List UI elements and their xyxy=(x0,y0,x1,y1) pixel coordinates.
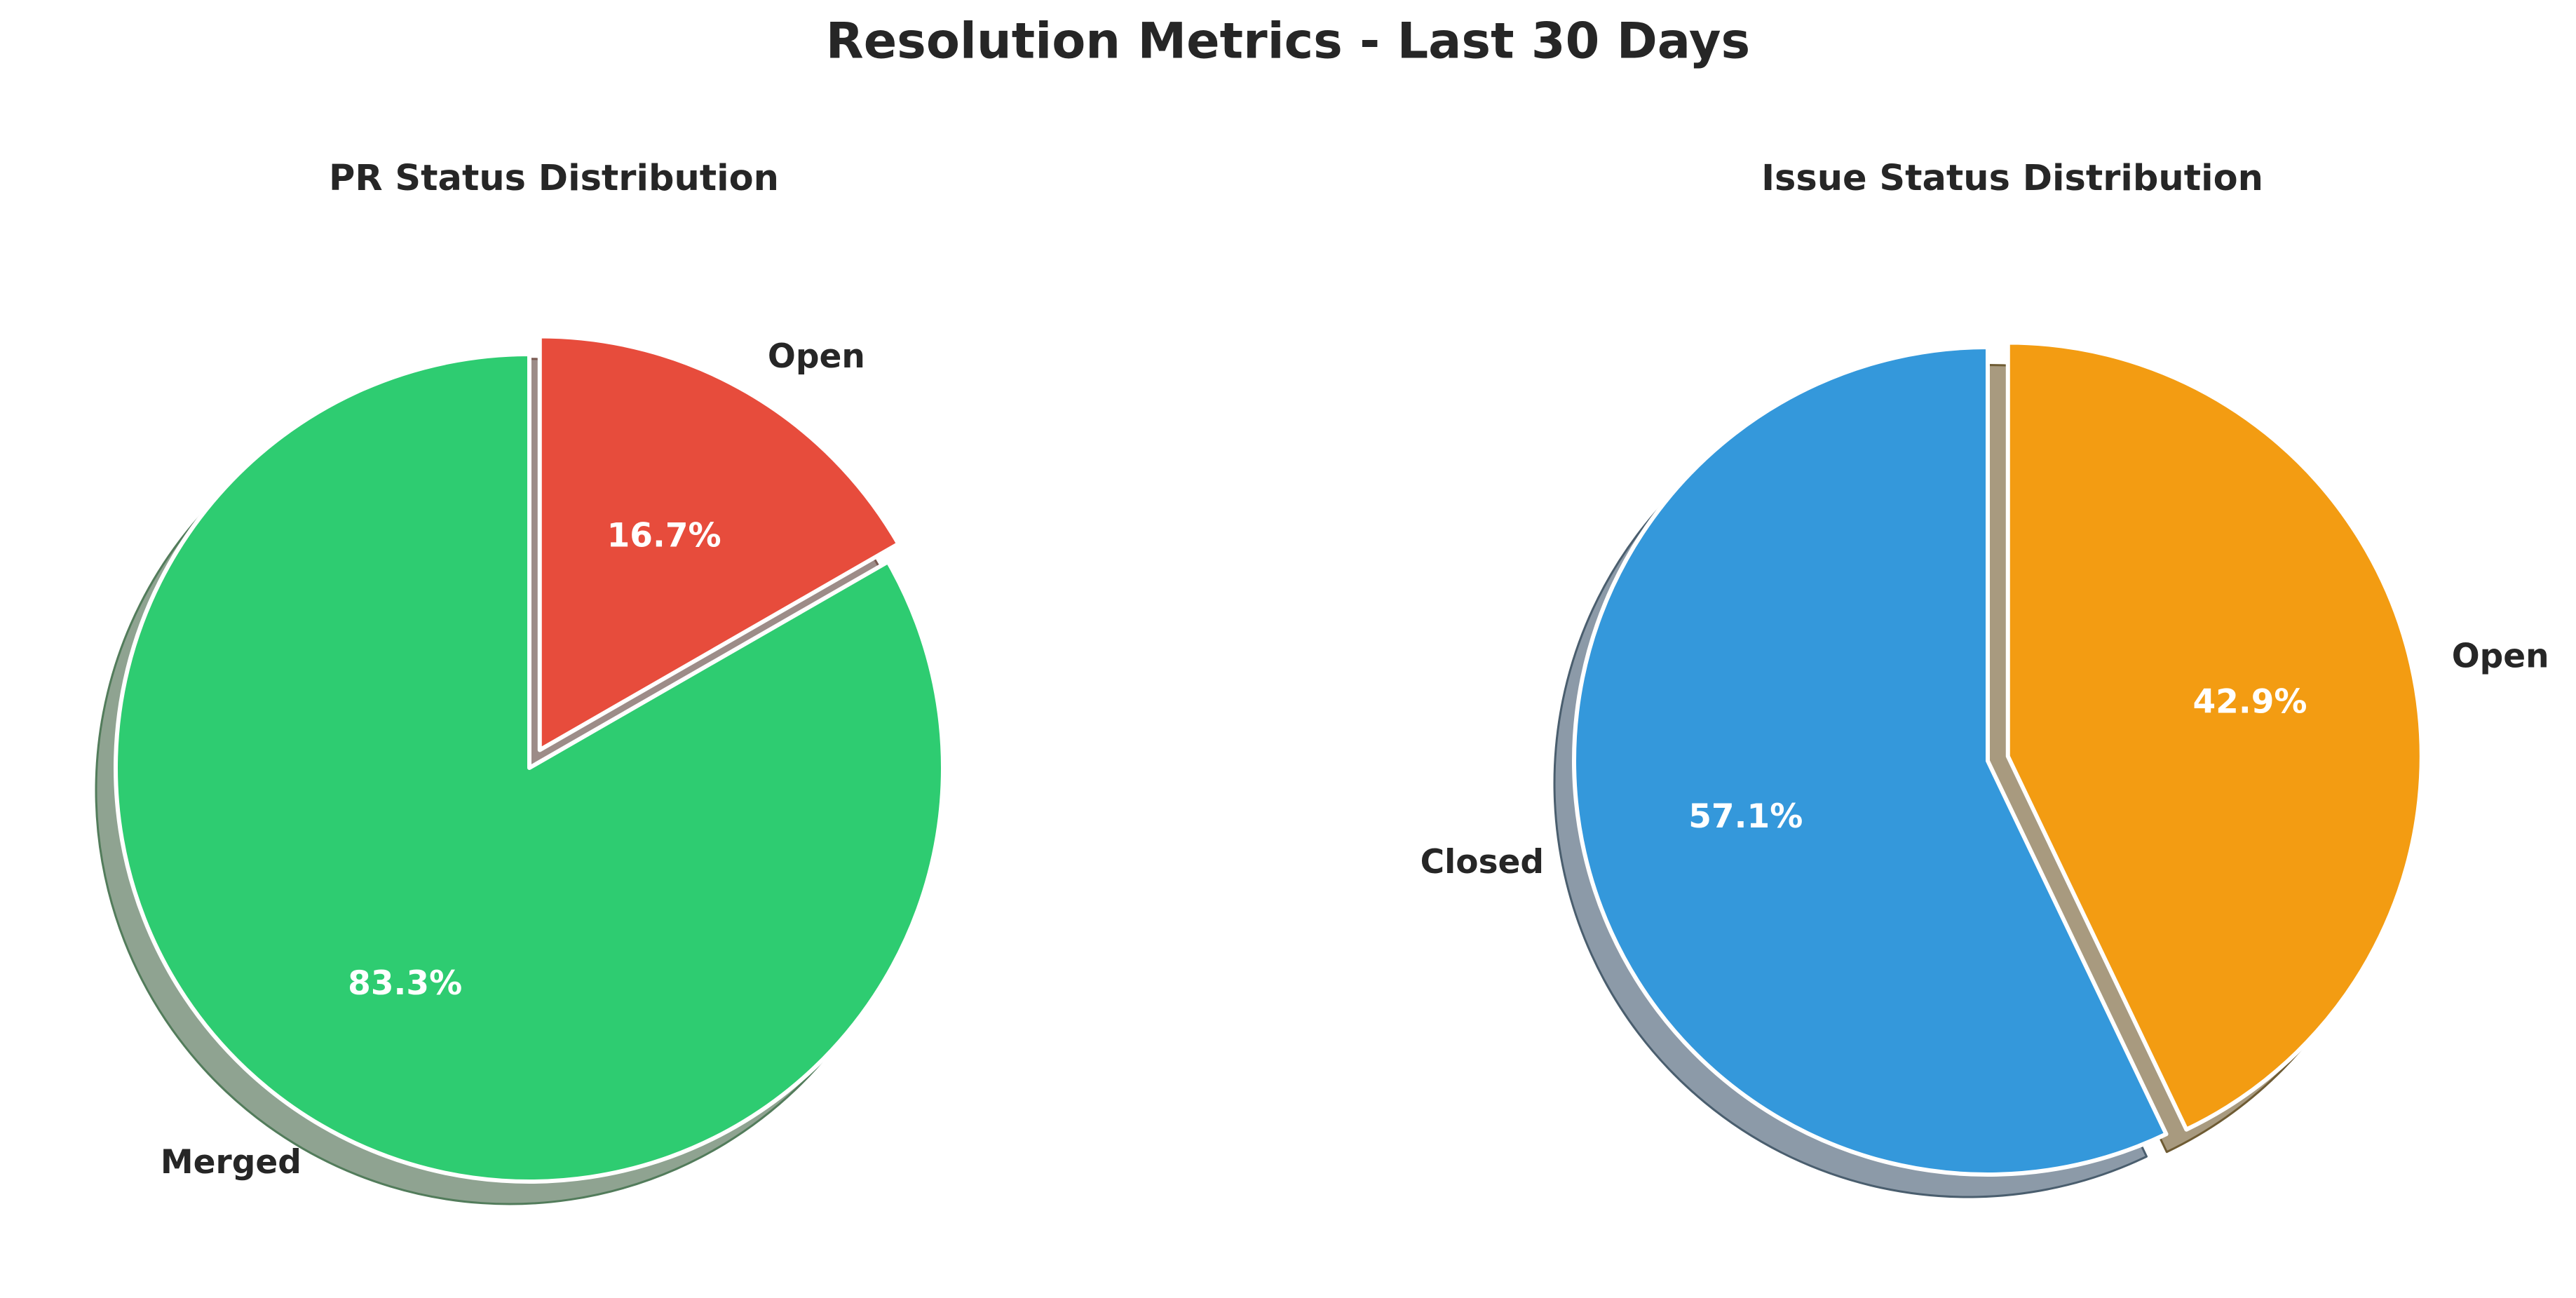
pr-pie-title: PR Status Distribution xyxy=(329,158,779,199)
pie-slice-closed xyxy=(1572,345,2169,1177)
pct-label-merged: 83.3% xyxy=(348,964,462,1003)
figure-title: Resolution Metrics - Last 30 Days xyxy=(826,13,1750,70)
pr-status-pie: Merged 83.3% Open 16.7% xyxy=(95,334,945,1205)
slice-label-open: Open xyxy=(2452,637,2549,675)
issue-pie-title: Issue Status Distribution xyxy=(1761,158,2263,199)
pct-label-closed: 57.1% xyxy=(1688,797,1803,836)
pie-slice-open xyxy=(2005,340,2424,1132)
pie-slice-open xyxy=(537,334,901,752)
pie-slice-merged xyxy=(114,352,945,1184)
pct-label-open: 16.7% xyxy=(607,517,721,555)
slice-label-closed: Closed xyxy=(1421,843,1544,881)
slice-label-open: Open xyxy=(768,337,865,376)
pct-label-open: 42.9% xyxy=(2192,683,2307,722)
issue-status-pie: Closed 57.1% Open 42.9% xyxy=(1421,340,2549,1198)
slice-label-merged: Merged xyxy=(161,1143,301,1182)
